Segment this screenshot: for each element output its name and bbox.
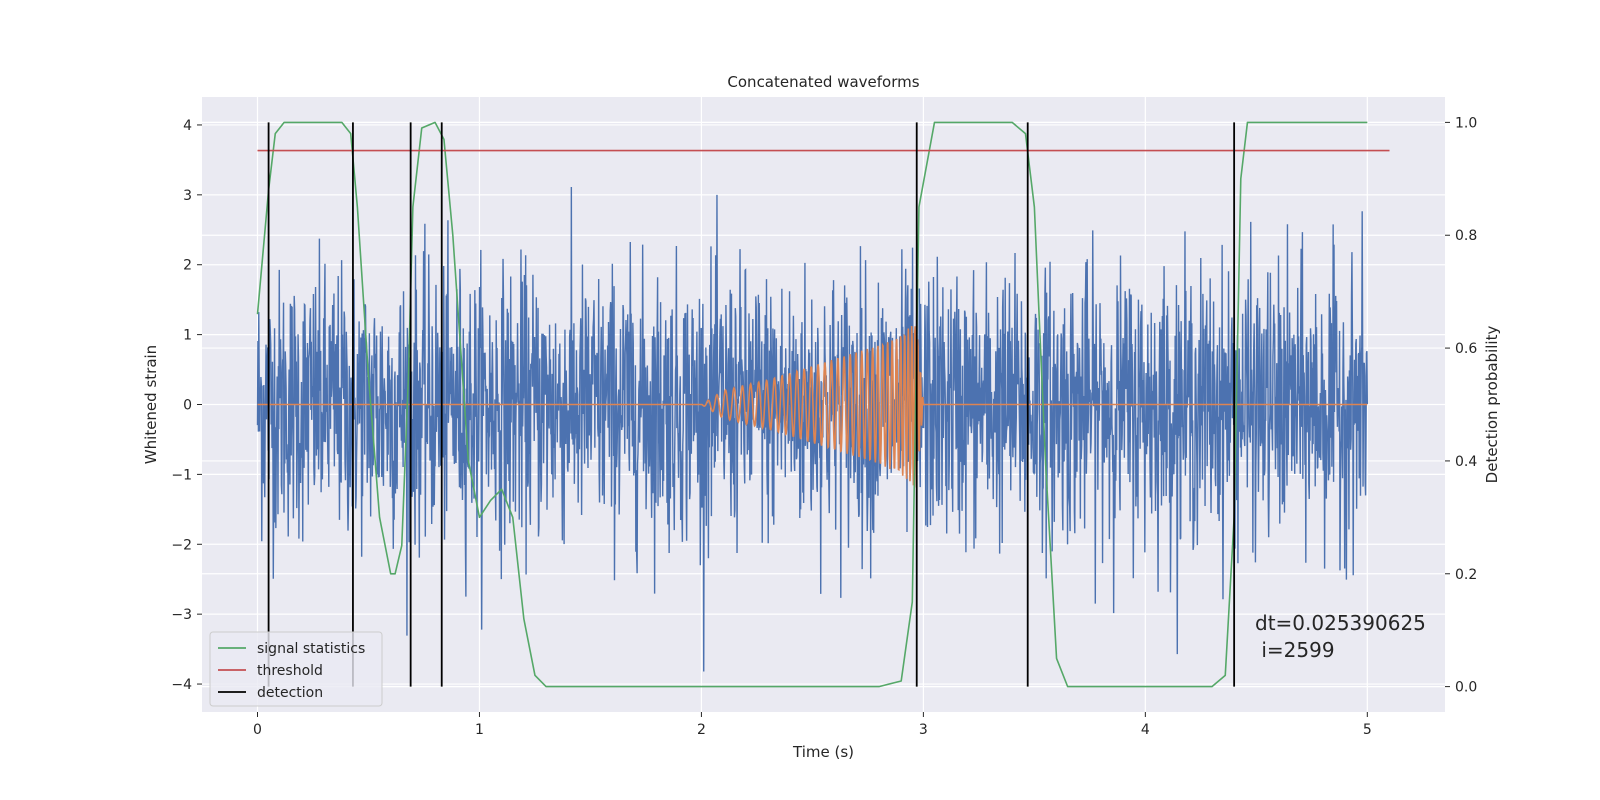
x-tick-label: 0 <box>253 722 262 738</box>
y-right-tick-label: 0.2 <box>1455 567 1477 583</box>
x-tick-label: 5 <box>1363 722 1372 738</box>
y-left-tick-label: 4 <box>183 118 192 134</box>
y-axis-right-label: Detection probability <box>1483 326 1501 484</box>
y-left-tick-label: 0 <box>183 398 192 414</box>
legend: signal statistics threshold detection <box>209 631 383 707</box>
legend-label: detection <box>257 685 323 701</box>
y-left-tick-label: −2 <box>171 537 192 553</box>
y-right-tick-label: 0.0 <box>1455 680 1477 696</box>
series-layer <box>256 121 1390 688</box>
x-tick-label: 2 <box>697 722 706 738</box>
legend-label: threshold <box>257 663 323 679</box>
y-right-tick-label: 0.8 <box>1455 228 1477 244</box>
annotation-i: i=2599 <box>1255 638 1335 662</box>
y-left-tick-label: −3 <box>171 607 192 623</box>
x-axis-label: Time (s) <box>792 743 854 761</box>
x-tick-label: 1 <box>475 722 484 738</box>
legend-label: signal statistics <box>257 641 365 657</box>
y-left-tick-label: 2 <box>183 258 192 274</box>
axes: 0 1 2 3 4 5 −4 −3 −2 −1 0 1 2 3 4 0.0 0.2 0.4 0.6 0.8 1.0 <box>171 115 1477 738</box>
y-left-tick-label: 1 <box>183 328 192 344</box>
signal-statistics-line <box>256 121 1368 688</box>
y-right-tick-label: 1.0 <box>1455 115 1477 131</box>
x-tick-label: 3 <box>919 722 928 738</box>
y-axis-left-label: Whitened strain <box>142 345 160 464</box>
legend-box <box>209 631 383 707</box>
chart-title: Concatenated waveforms <box>727 73 919 91</box>
y-left-tick-label: −4 <box>171 677 192 693</box>
y-left-tick-label: −1 <box>171 467 192 483</box>
x-tick-label: 4 <box>1141 722 1150 738</box>
y-right-tick-label: 0.4 <box>1455 454 1477 470</box>
plot-clip-group <box>256 121 1390 688</box>
y-left-tick-label: 3 <box>183 188 192 204</box>
y-right-tick-label: 0.6 <box>1455 341 1477 357</box>
annotation-dt: dt=0.025390625 <box>1255 611 1426 635</box>
